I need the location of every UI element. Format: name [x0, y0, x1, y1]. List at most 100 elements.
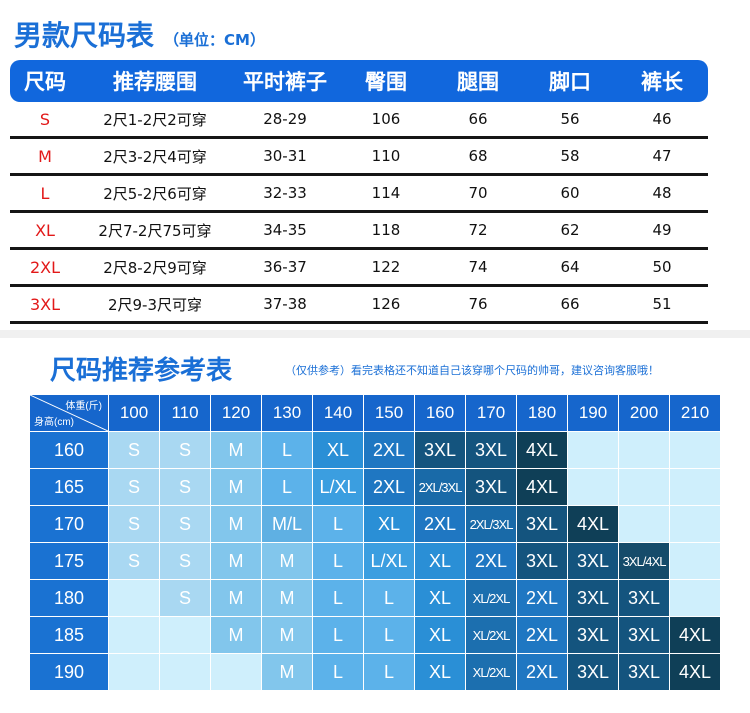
size-recommendation-cell: 4XL — [670, 617, 721, 654]
reference-note: （仅供参考）看完表格还不知道自己该穿哪个尺码的帅哥，建议咨询客服哦！ — [285, 364, 659, 377]
size-recommendation-cell: M — [211, 469, 262, 506]
size-recommendation-cell — [160, 617, 211, 654]
size-recommendation-cell: L — [313, 543, 364, 580]
cell-waist: 2尺8-2尺9可穿 — [103, 258, 207, 277]
size-recommendation-cell — [670, 469, 721, 506]
cell-hem: 56 — [560, 110, 580, 128]
size-recommendation-cell: 4XL — [670, 654, 721, 691]
size-row: 2XL 2尺8-2尺9可穿 36-37 122 74 64 50 — [10, 250, 708, 287]
height-header: 170 — [30, 506, 109, 543]
size-recommendation-cell: S — [109, 432, 160, 469]
size-recommendation-cell: XL — [415, 580, 466, 617]
cell-thigh: 76 — [468, 295, 488, 313]
cell-thigh: 68 — [468, 147, 488, 165]
size-recommendation-cell: M — [211, 580, 262, 617]
cell-length: 48 — [652, 184, 672, 202]
size-recommendation-cell: L/XL — [364, 543, 415, 580]
grid-row: 170 S S M M/L L XL 2XL 2XL/3XL 3XL 4XL — [30, 506, 721, 543]
cell-length: 47 — [652, 147, 672, 165]
size-recommendation-cell: L — [262, 432, 313, 469]
size-row: L 2尺5-2尺6可穿 32-33 114 70 60 48 — [10, 176, 708, 213]
size-recommendation-cell: S — [160, 432, 211, 469]
header-hem: 脚口 — [549, 70, 591, 94]
size-recommendation-cell — [619, 506, 670, 543]
size-recommendation-cell: 2XL/3XL — [466, 506, 517, 543]
grid-header-row: 体重(斤) 身高(cm) 100 110 120 130 140 150 160 170 180… — [30, 395, 721, 432]
size-recommendation-cell: 3XL — [568, 654, 619, 691]
cell-usual-pants: 32-33 — [263, 184, 307, 202]
cell-length: 46 — [652, 110, 672, 128]
cell-size: XL — [35, 220, 55, 240]
cell-hip: 122 — [371, 258, 401, 276]
cell-usual-pants: 28-29 — [263, 110, 307, 128]
weight-header: 120 — [211, 395, 262, 432]
size-recommendation-cell: L — [364, 654, 415, 691]
size-recommendation-cell: XL — [364, 506, 415, 543]
weight-header: 210 — [670, 395, 721, 432]
header-waist: 推荐腰围 — [113, 70, 197, 94]
corner-diagonal — [30, 395, 108, 431]
size-recommendation-cell: 3XL — [568, 617, 619, 654]
size-table-body: S 2尺1-2尺2可穿 28-29 106 66 56 46 M 2尺3-2尺4可穿 30-31 1… — [10, 102, 708, 324]
size-recommendation-cell: XL/2XL — [466, 580, 517, 617]
header-usual-pants: 平时裤子 — [243, 70, 327, 94]
size-recommendation-cell: 3XL — [415, 432, 466, 469]
size-recommendation-cell — [670, 543, 721, 580]
size-recommendation-cell: 3XL — [517, 506, 568, 543]
reference-title: 尺码推荐参考表 — [50, 356, 233, 386]
size-recommendation-cell: L — [313, 617, 364, 654]
cell-hip: 106 — [371, 110, 401, 128]
grid-row: 160 S S M L XL 2XL 3XL 3XL 4XL — [30, 432, 721, 469]
cell-usual-pants: 30-31 — [263, 147, 307, 165]
grid-row: 185 M M L L XL XL/2XL 2XL 3XL 3XL 4XL — [30, 617, 721, 654]
header-hip: 臀围 — [365, 70, 407, 94]
size-recommendation-cell: M — [211, 506, 262, 543]
size-recommendation-cell: M — [211, 543, 262, 580]
size-recommendation-cell — [670, 506, 721, 543]
cell-hem: 58 — [560, 147, 580, 165]
size-recommendation-cell: XL/2XL — [466, 654, 517, 691]
size-recommendation-cell — [160, 654, 211, 691]
corner-weight-label: 体重(斤) — [65, 401, 102, 412]
size-recommendation-cell: 3XL — [517, 543, 568, 580]
cell-size: 3XL — [29, 294, 61, 314]
size-recommendation-cell: 2XL — [364, 469, 415, 506]
cell-size: L — [40, 183, 50, 203]
size-recommendation-cell: XL — [415, 617, 466, 654]
grid-row: 180 S M M L L XL XL/2XL 2XL 3XL 3XL — [30, 580, 721, 617]
cell-thigh: 72 — [468, 221, 488, 239]
size-row: 3XL 2尺9-3尺可穿 37-38 126 76 66 51 — [10, 287, 708, 324]
cell-hip: 114 — [371, 184, 401, 202]
cell-length: 51 — [652, 295, 672, 313]
size-recommendation-cell: M — [262, 654, 313, 691]
weight-header: 190 — [568, 395, 619, 432]
size-recommendation-cell — [619, 432, 670, 469]
size-recommendation-cell: 2XL — [466, 543, 517, 580]
height-header: 185 — [30, 617, 109, 654]
size-recommendation-cell — [670, 580, 721, 617]
size-recommendation-cell: XL — [415, 543, 466, 580]
size-recommendation-cell: L/XL — [313, 469, 364, 506]
size-recommendation-cell: 3XL — [568, 580, 619, 617]
size-recommendation-cell: 2XL — [517, 580, 568, 617]
cell-usual-pants: 36-37 — [263, 258, 307, 276]
size-table-header: 尺码 推荐腰围 平时裤子 臀围 腿围 脚口 裤长 — [10, 60, 708, 102]
size-recommendation-cell: 3XL — [466, 469, 517, 506]
cell-size: M — [38, 146, 52, 166]
height-header: 165 — [30, 469, 109, 506]
cell-hip: 110 — [371, 147, 401, 165]
size-recommendation-cell: M — [262, 580, 313, 617]
cell-length: 49 — [652, 221, 672, 239]
height-header: 175 — [30, 543, 109, 580]
size-recommendation-cell: S — [160, 580, 211, 617]
weight-header: 110 — [160, 395, 211, 432]
header-thigh: 腿围 — [457, 70, 499, 94]
cell-size: 2XL — [29, 257, 61, 277]
weight-header: 150 — [364, 395, 415, 432]
size-recommendation-cell: S — [109, 469, 160, 506]
cell-hem: 62 — [560, 221, 580, 239]
size-recommendation-cell: S — [160, 506, 211, 543]
size-recommendation-cell: 4XL — [517, 469, 568, 506]
size-chart-title: 男款尺码表 （单位：CM） — [14, 14, 265, 54]
cell-usual-pants: 34-35 — [263, 221, 307, 239]
